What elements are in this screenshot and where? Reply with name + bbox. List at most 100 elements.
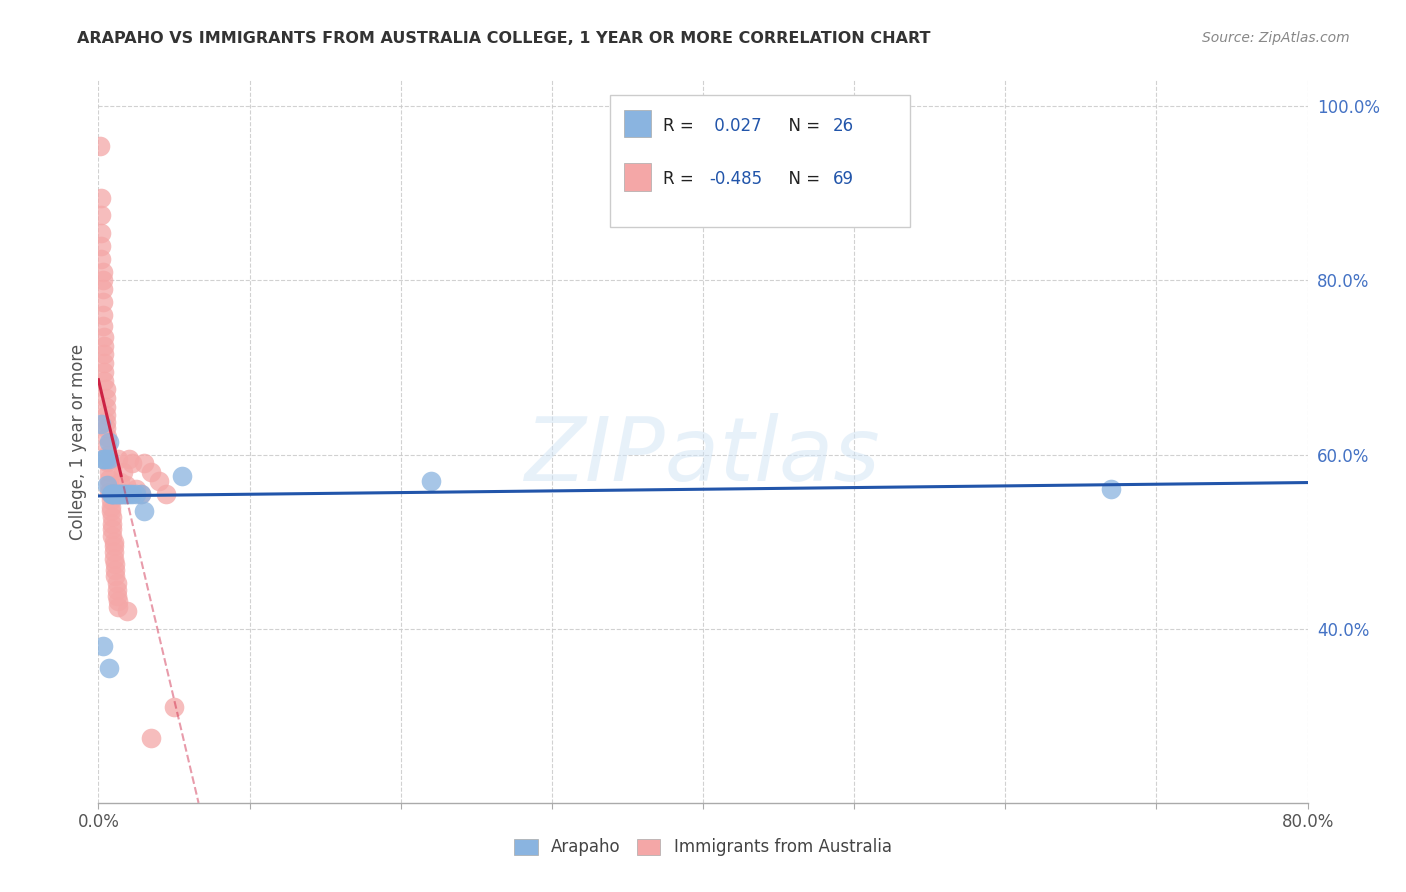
Point bbox=[94, 400, 117, 414]
Point bbox=[98, 485, 121, 500]
Point bbox=[125, 483, 148, 497]
Point bbox=[121, 487, 143, 501]
Point bbox=[110, 487, 132, 501]
Point bbox=[103, 487, 125, 501]
Point bbox=[1099, 483, 1122, 497]
Point bbox=[105, 582, 128, 597]
Point bbox=[141, 731, 163, 745]
Point bbox=[114, 478, 136, 492]
Point bbox=[108, 475, 131, 490]
Point bbox=[91, 265, 114, 279]
Point bbox=[420, 474, 443, 488]
Point bbox=[129, 487, 152, 501]
Point bbox=[90, 252, 112, 266]
Point bbox=[93, 347, 115, 361]
Text: 0.027: 0.027 bbox=[709, 117, 762, 135]
Point bbox=[96, 448, 118, 462]
Point bbox=[103, 534, 125, 549]
Point bbox=[101, 510, 124, 524]
Point bbox=[93, 365, 115, 379]
Point bbox=[112, 487, 135, 501]
Point bbox=[132, 504, 155, 518]
Point bbox=[107, 452, 129, 467]
Point bbox=[93, 330, 115, 344]
Point bbox=[96, 439, 118, 453]
Text: ARAPAHO VS IMMIGRANTS FROM AUSTRALIA COLLEGE, 1 YEAR OR MORE CORRELATION CHART: ARAPAHO VS IMMIGRANTS FROM AUSTRALIA COL… bbox=[77, 31, 931, 46]
Point bbox=[93, 452, 115, 467]
Point bbox=[96, 430, 118, 444]
Point bbox=[118, 487, 141, 501]
Text: 69: 69 bbox=[832, 170, 853, 188]
Point bbox=[170, 469, 193, 483]
Point bbox=[101, 528, 124, 542]
Point bbox=[94, 452, 117, 467]
Text: -0.485: -0.485 bbox=[709, 170, 762, 188]
Point bbox=[103, 545, 125, 559]
Point bbox=[90, 417, 112, 431]
Point bbox=[101, 517, 124, 532]
Point bbox=[101, 487, 124, 501]
Legend: Arapaho, Immigrants from Australia: Arapaho, Immigrants from Australia bbox=[508, 831, 898, 863]
Point bbox=[107, 599, 129, 614]
Point bbox=[103, 539, 125, 553]
Point bbox=[93, 356, 115, 370]
Point bbox=[104, 569, 127, 583]
Point bbox=[110, 487, 132, 501]
Point bbox=[105, 589, 128, 603]
Point bbox=[90, 226, 112, 240]
Point bbox=[94, 391, 117, 405]
Point bbox=[98, 472, 121, 486]
Point bbox=[118, 452, 141, 467]
Point bbox=[100, 500, 122, 514]
Y-axis label: College, 1 year or more: College, 1 year or more bbox=[69, 343, 87, 540]
FancyBboxPatch shape bbox=[610, 95, 910, 227]
Point bbox=[104, 487, 127, 501]
Point bbox=[90, 238, 112, 252]
Point bbox=[90, 191, 112, 205]
Point bbox=[98, 434, 121, 449]
Point bbox=[107, 487, 129, 501]
Point bbox=[107, 594, 129, 608]
Point bbox=[104, 558, 127, 572]
Point bbox=[94, 382, 117, 396]
FancyBboxPatch shape bbox=[624, 110, 651, 137]
Point bbox=[98, 465, 121, 479]
Point bbox=[103, 552, 125, 566]
Point bbox=[91, 282, 114, 296]
Point bbox=[91, 295, 114, 310]
Point bbox=[155, 487, 177, 501]
Point bbox=[100, 492, 122, 507]
Point bbox=[98, 661, 121, 675]
Point bbox=[89, 138, 111, 153]
Point bbox=[100, 487, 122, 501]
Point bbox=[121, 456, 143, 470]
Text: ZIPatlas: ZIPatlas bbox=[526, 413, 880, 499]
Point bbox=[98, 478, 121, 492]
Point bbox=[115, 604, 138, 618]
Point bbox=[111, 465, 134, 479]
Point bbox=[96, 454, 118, 468]
Text: 26: 26 bbox=[832, 117, 853, 135]
Point bbox=[100, 504, 122, 518]
Point bbox=[94, 409, 117, 423]
Text: N =: N = bbox=[778, 117, 825, 135]
Point bbox=[105, 487, 128, 501]
Point bbox=[148, 474, 170, 488]
Point bbox=[94, 415, 117, 429]
Text: R =: R = bbox=[664, 117, 699, 135]
Point bbox=[101, 487, 124, 501]
Point bbox=[163, 700, 186, 714]
Point bbox=[90, 208, 112, 222]
Point bbox=[93, 339, 115, 353]
Point bbox=[108, 487, 131, 501]
Point bbox=[91, 452, 114, 467]
Text: Source: ZipAtlas.com: Source: ZipAtlas.com bbox=[1202, 31, 1350, 45]
Point bbox=[91, 308, 114, 322]
Point bbox=[98, 452, 121, 467]
FancyBboxPatch shape bbox=[624, 163, 651, 191]
Point bbox=[91, 639, 114, 653]
Point bbox=[105, 576, 128, 591]
Point bbox=[96, 478, 118, 492]
Point bbox=[100, 487, 122, 501]
Point bbox=[93, 374, 115, 388]
